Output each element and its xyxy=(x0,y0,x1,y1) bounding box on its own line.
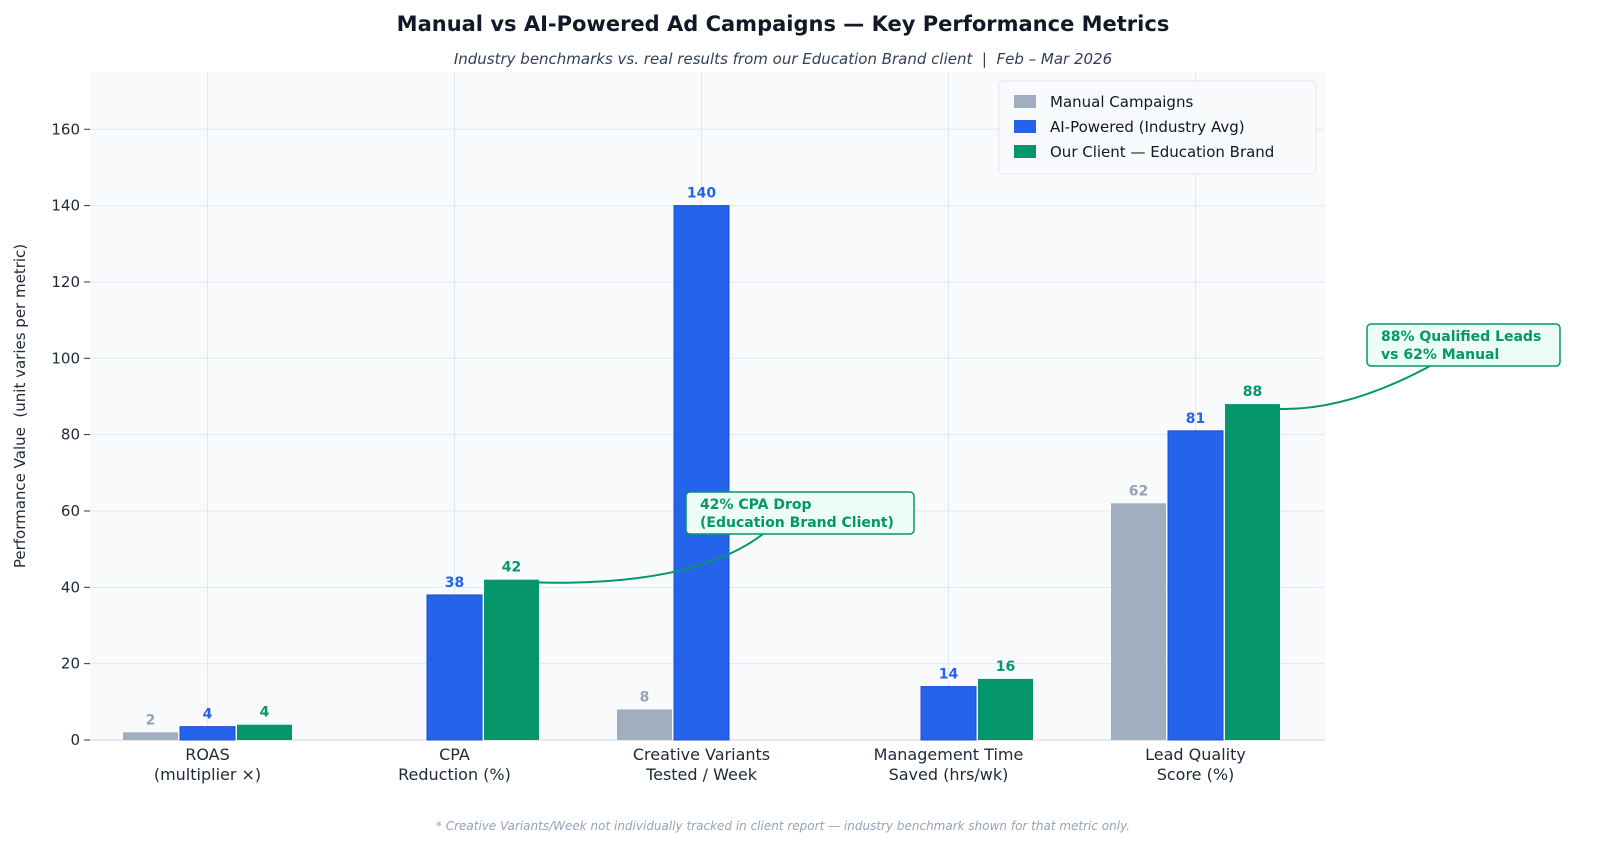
legend-swatch xyxy=(1014,120,1036,133)
annotation-text: (Education Brand Client) xyxy=(700,515,894,531)
data-label: 38 xyxy=(445,575,464,591)
bar xyxy=(920,686,977,741)
x-tick-label: CPA xyxy=(439,745,470,764)
bar xyxy=(426,594,483,741)
annotation-box xyxy=(685,491,915,535)
x-tick-label: Lead Quality xyxy=(1145,745,1246,764)
bar xyxy=(978,678,1033,740)
data-label: 4 xyxy=(260,705,270,721)
data-label: 16 xyxy=(996,659,1015,675)
y-tick-label: 40 xyxy=(61,578,80,596)
bar xyxy=(123,732,178,740)
data-label: 81 xyxy=(1186,411,1205,427)
x-tick-label: Score (%) xyxy=(1157,765,1235,784)
y-tick-label: 20 xyxy=(61,655,80,673)
y-tick-label: 100 xyxy=(51,349,80,367)
annotation-text: 88% Qualified Leads xyxy=(1381,329,1541,345)
data-label: 4 xyxy=(203,707,213,723)
bar xyxy=(1225,404,1280,740)
bar xyxy=(1111,503,1166,740)
annotation-arrow xyxy=(1252,365,1431,410)
footnote: * Creative Variants/Week not individuall… xyxy=(436,819,1130,833)
y-tick-label: 0 xyxy=(70,731,80,749)
data-label: 62 xyxy=(1129,483,1148,499)
x-tick-label: Saved (hrs/wk) xyxy=(889,765,1009,784)
y-tick-label: 120 xyxy=(51,273,80,291)
bar xyxy=(484,579,539,740)
bar xyxy=(1167,430,1224,741)
bar xyxy=(179,726,236,741)
x-tick-label: Reduction (%) xyxy=(398,765,511,784)
y-tick-label: 80 xyxy=(61,426,80,444)
x-tick-label: Creative Variants xyxy=(633,745,770,764)
bar xyxy=(237,724,292,740)
x-tick-label: (multiplier ×) xyxy=(154,765,261,784)
legend-label: Manual Campaigns xyxy=(1050,93,1193,111)
legend-label: AI-Powered (Industry Avg) xyxy=(1050,118,1245,136)
data-label: 88 xyxy=(1243,384,1262,400)
y-tick-label: 140 xyxy=(51,197,80,215)
data-label: 14 xyxy=(939,667,959,683)
annotation-text: vs 62% Manual xyxy=(1381,347,1499,363)
chart-subtitle: Industry benchmarks vs. real results fro… xyxy=(454,50,1112,68)
annotation-box xyxy=(1366,323,1561,367)
legend-swatch xyxy=(1014,145,1036,158)
x-tick-label: Tested / Week xyxy=(645,765,758,784)
chart-title: Manual vs AI-Powered Ad Campaigns — Key … xyxy=(397,12,1170,36)
data-label: 8 xyxy=(640,689,650,705)
legend-swatch xyxy=(1014,95,1036,108)
x-tick-label: Management Time xyxy=(874,745,1024,764)
bar xyxy=(617,709,672,740)
x-tick-label: ROAS xyxy=(185,745,230,764)
bar xyxy=(673,205,730,741)
y-tick-label: 60 xyxy=(61,502,80,520)
data-label: 2 xyxy=(146,712,156,728)
y-tick-label: 160 xyxy=(51,120,80,138)
legend xyxy=(998,80,1317,175)
annotation-arrow xyxy=(511,533,764,584)
y-axis-label: Performance Value (unit varies per metri… xyxy=(11,244,29,568)
legend-label: Our Client — Education Brand xyxy=(1050,143,1274,161)
data-label: 42 xyxy=(502,560,521,576)
annotation-text: 42% CPA Drop xyxy=(700,497,812,513)
data-label: 140 xyxy=(687,186,716,202)
